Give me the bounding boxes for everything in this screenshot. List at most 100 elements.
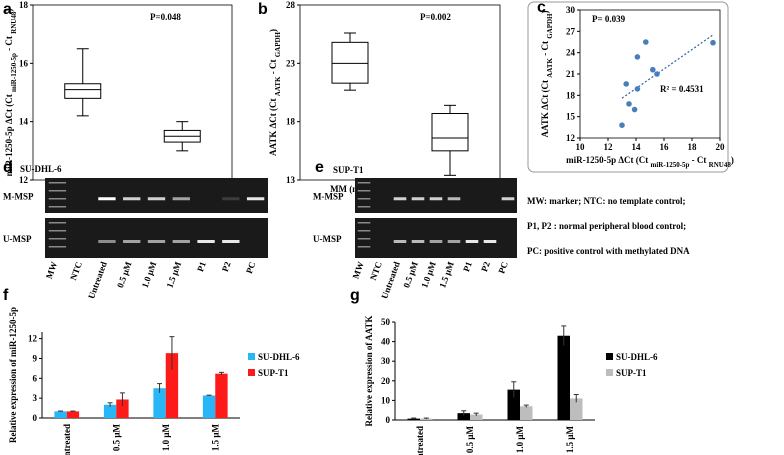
bar xyxy=(420,418,433,420)
x-tick-label: 16 xyxy=(660,142,670,152)
y-axis-label-part: - Ct xyxy=(268,57,278,76)
x-tick-label: Untreated xyxy=(62,424,72,455)
y-tick-label: 24 xyxy=(566,48,576,58)
ladder-band xyxy=(357,182,371,184)
panel-letter: g xyxy=(350,287,360,304)
y-axis-label-part: GAPDH xyxy=(546,13,554,39)
lane-label: P2 xyxy=(220,260,233,273)
ladder-band xyxy=(48,206,67,208)
x-tick-label: MM (n=5) xyxy=(330,184,370,194)
y-tick-label: 21 xyxy=(566,69,576,79)
lane-label: P1 xyxy=(461,260,474,273)
ladder-band xyxy=(48,182,67,184)
y-axis-label-part: GAPDH xyxy=(274,31,282,57)
y-axis-label-part: AATK ΔCt (Ct xyxy=(540,78,550,138)
annotation: P= 0.039 xyxy=(592,14,626,24)
box xyxy=(64,83,102,99)
point xyxy=(623,81,629,87)
gel-band xyxy=(393,240,407,243)
gel-row-label: U-MSP xyxy=(3,234,32,244)
bar xyxy=(407,418,420,420)
y-axis-label-part: AATK xyxy=(274,76,282,96)
point xyxy=(626,101,632,107)
y-tick-label: 9 xyxy=(33,353,38,363)
gel-band xyxy=(411,240,425,243)
point xyxy=(634,54,641,60)
y-axis-label: AATK ΔCt (Ct AATK - Ct GAPDH) xyxy=(268,29,282,156)
y-tick-label: 18 xyxy=(19,0,29,10)
bar xyxy=(165,353,179,418)
point xyxy=(650,66,656,73)
y-tick-label: 30 xyxy=(566,5,576,15)
bar xyxy=(520,406,533,420)
y-tick-label: 12 xyxy=(19,175,29,185)
y-axis-label-part: Relative expression of AATK xyxy=(364,316,374,427)
gel-band xyxy=(447,197,461,201)
gel-image xyxy=(355,178,517,213)
gel-band xyxy=(429,240,443,243)
ladder-band xyxy=(357,222,371,224)
lane-label: PC xyxy=(244,260,258,275)
ladder-band xyxy=(357,238,371,240)
ladder-band xyxy=(357,190,371,192)
bar xyxy=(557,335,570,420)
bar xyxy=(470,414,483,420)
gel-image xyxy=(45,218,268,258)
gel-band xyxy=(465,240,479,243)
y-tick-label: 15 xyxy=(566,112,576,122)
y-tick-label: 0 xyxy=(386,415,391,425)
legend-label: SU-DHL-6 xyxy=(258,352,300,362)
panel-letter: d xyxy=(3,159,13,176)
ladder-band xyxy=(48,190,67,192)
y-axis-label-part: - Ct xyxy=(540,39,550,58)
gel-band xyxy=(172,240,190,243)
gel-note: MW: marker; NTC: no template control; xyxy=(527,196,686,206)
gel-image xyxy=(45,178,268,213)
y-axis-label-part: Relative expression of miR-1250-5p xyxy=(8,307,18,443)
x-axis-label-part: miR-1250-5p ΔCt (Ct xyxy=(566,155,650,165)
x-axis-label: miR-1250-5p ΔCt (Ct miR-1250-5p - Ct RNU… xyxy=(566,155,734,169)
lane-label: P2 xyxy=(479,260,492,273)
gel-band xyxy=(429,197,443,201)
y-tick-label: 23 xyxy=(286,58,296,68)
x-axis-label-part: miR-1250-5p xyxy=(651,161,690,169)
gel-band xyxy=(147,240,166,243)
gel-row-label: M-MSP xyxy=(313,192,344,202)
bar xyxy=(153,388,166,418)
panel-letter: f xyxy=(3,287,9,304)
y-axis-label-part: ) xyxy=(540,11,550,14)
gel-row-label: M-MSP xyxy=(3,192,34,202)
x-tick-label: 1.5 μM xyxy=(210,424,220,452)
point xyxy=(643,39,649,45)
x-tick-label: 20 xyxy=(716,142,726,152)
ladder-band xyxy=(357,230,371,232)
bar xyxy=(457,413,470,420)
gel-band xyxy=(411,197,425,201)
gel-row-label: U-MSP xyxy=(313,234,342,244)
y-tick-label: 13 xyxy=(286,175,296,185)
gel-title: SUP-T1 xyxy=(333,165,364,175)
ladder-band xyxy=(357,198,371,200)
y-axis-label: Relative expression of miR-1250-5p xyxy=(8,307,18,443)
gel-band xyxy=(98,197,116,201)
gel-band xyxy=(98,240,116,243)
x-tick-label: 1.5 μM xyxy=(565,426,575,454)
y-tick-label: 27 xyxy=(566,26,576,36)
x-tick-label: 0.5 μM xyxy=(111,424,121,452)
point xyxy=(654,71,660,77)
y-tick-label: 10 xyxy=(381,395,391,405)
y-axis-label: AATK ΔCt (Ct AATK - Ct GAPDH) xyxy=(540,11,554,138)
gel-band xyxy=(393,197,407,201)
point xyxy=(619,122,625,128)
panel-letter: b xyxy=(258,1,268,18)
gel-band xyxy=(222,240,240,243)
y-axis-label-part: miR-1250-5p ΔCt (Ct xyxy=(4,92,14,176)
gel-title: SU-DHL-6 xyxy=(20,164,62,174)
y-axis-label-part: AATK xyxy=(546,58,554,78)
x-axis-label-part: - Ct xyxy=(689,155,708,165)
legend-swatch xyxy=(606,369,613,376)
bar xyxy=(54,411,67,418)
y-tick-label: 18 xyxy=(566,90,576,100)
y-tick-label: 28 xyxy=(286,0,296,10)
panel-frame xyxy=(527,1,729,173)
